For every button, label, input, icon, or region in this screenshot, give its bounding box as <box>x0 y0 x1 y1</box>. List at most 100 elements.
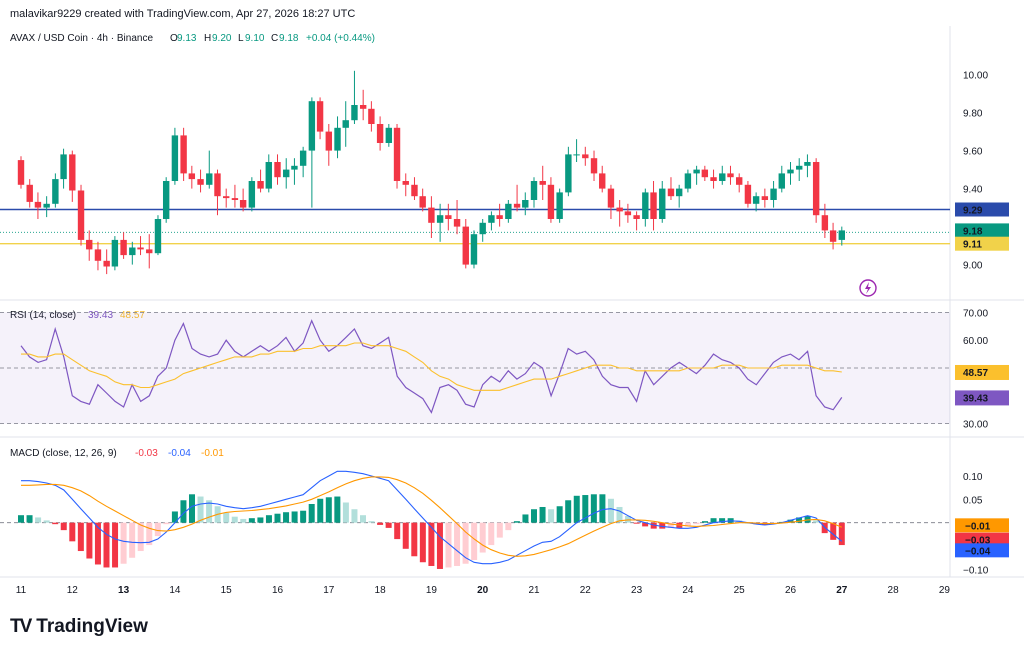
ohlc-h-label: H <box>204 33 211 44</box>
macd-histogram-bar <box>206 500 213 523</box>
candle-body <box>804 162 811 166</box>
candle <box>607 184 615 219</box>
candle <box>838 226 845 246</box>
time-tick-label: 26 <box>785 585 797 596</box>
candle <box>154 215 162 256</box>
candle-body <box>812 162 820 216</box>
candle <box>223 188 230 208</box>
candle <box>162 177 170 223</box>
macd-histogram-bar <box>325 497 332 523</box>
macd-histogram-bar <box>334 496 341 523</box>
macd-histogram-bar <box>796 517 803 523</box>
candle-body <box>239 200 247 208</box>
candle <box>436 203 444 242</box>
candle <box>214 169 221 216</box>
candle <box>590 150 598 181</box>
macd-histogram-bar <box>94 522 101 565</box>
time-tick-label: 23 <box>631 585 643 596</box>
candle <box>26 179 33 208</box>
macd-histogram-bar <box>633 522 640 524</box>
candle <box>137 236 144 256</box>
candle <box>727 165 734 185</box>
candle-body <box>539 181 546 185</box>
candle <box>402 173 409 197</box>
candle <box>462 219 469 269</box>
rsi-ma-line <box>21 342 842 391</box>
candle-body <box>291 165 298 170</box>
candle-body <box>146 249 153 254</box>
macd-histogram-bar <box>137 522 144 552</box>
candle <box>34 192 42 219</box>
candle-body <box>419 196 426 208</box>
price-tick-label: 9.80 <box>963 109 983 120</box>
candle <box>812 158 820 223</box>
lightning-icon[interactable] <box>859 279 877 297</box>
macd-title: MACD (close, 12, 26, 9) <box>10 448 117 459</box>
candle-body <box>26 184 33 202</box>
macd-histogram-bar <box>531 509 537 523</box>
candle <box>513 184 521 212</box>
macd-histogram-bar <box>813 520 820 523</box>
candle <box>659 181 666 223</box>
candle-body <box>283 169 290 178</box>
macd-histogram-bar <box>513 521 520 523</box>
macd-histogram-bar <box>710 518 717 523</box>
rsi-tag-bg <box>955 390 1009 406</box>
candle-body <box>821 215 829 231</box>
macd-histogram-bar <box>377 522 384 525</box>
macd-histogram-bar <box>548 509 555 523</box>
candle-body <box>590 158 598 174</box>
time-tick-label: 29 <box>939 585 951 596</box>
macd-histogram-bar <box>625 515 632 523</box>
candle <box>43 196 50 218</box>
candle <box>274 154 281 185</box>
candle <box>69 150 76 202</box>
macd-histogram-bar <box>223 512 230 523</box>
candle-body <box>60 154 67 180</box>
time-tick-label: 24 <box>682 585 694 596</box>
candle <box>479 219 486 242</box>
macd-histogram-bar <box>317 498 324 523</box>
candle <box>197 169 204 193</box>
macd-histogram-bar <box>394 522 401 540</box>
candle-body <box>505 203 512 219</box>
macd-line <box>21 470 843 565</box>
candle <box>744 181 752 208</box>
candle-body <box>359 105 367 109</box>
macd-signal-line <box>21 476 843 557</box>
candle-body <box>659 188 666 219</box>
rsi-pane: 70.00 60.00 30.00 48.57 39.43 <box>0 308 1009 431</box>
candle-body <box>796 165 803 170</box>
chart-canvas[interactable]: AVAX / USD Coin · 4h · Binance O 9.13 H … <box>0 0 1024 610</box>
tradingview-brand[interactable]: TV TradingView <box>10 616 148 638</box>
macd-histogram-bar <box>283 512 290 523</box>
candle-body <box>351 105 358 121</box>
candle <box>522 192 529 216</box>
candle-body <box>274 162 281 178</box>
candle <box>60 148 67 189</box>
candle-body <box>573 154 580 156</box>
candle-body <box>325 131 332 151</box>
candle-body <box>154 219 162 254</box>
macd-histogram-bar <box>659 522 666 529</box>
candle <box>325 124 332 166</box>
candle-body <box>522 200 529 208</box>
candle <box>573 139 580 162</box>
candle <box>239 188 247 212</box>
macd-histogram-bar <box>556 506 563 523</box>
candle <box>599 165 606 193</box>
candle <box>804 154 811 178</box>
macd-histogram-bar <box>607 498 614 523</box>
candle-body <box>667 188 675 197</box>
candle-body <box>368 108 375 124</box>
candle <box>736 173 743 193</box>
macd-histogram-bar <box>231 516 238 523</box>
candle <box>453 200 461 235</box>
candle <box>188 165 196 189</box>
candle <box>17 156 25 189</box>
candle <box>265 154 272 193</box>
macd-histogram-bar <box>86 522 93 559</box>
rsi-tick-label: 70.00 <box>963 308 988 319</box>
candle <box>86 230 93 261</box>
candle-body <box>787 169 794 174</box>
